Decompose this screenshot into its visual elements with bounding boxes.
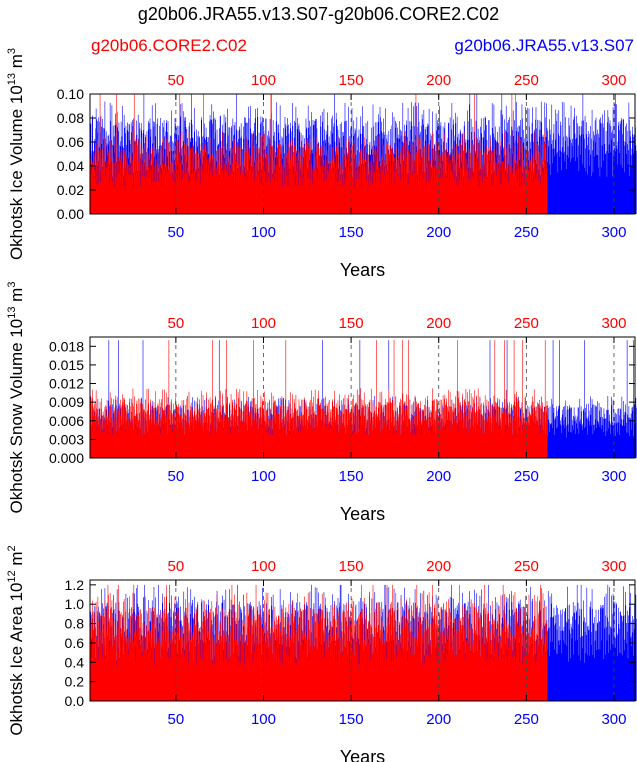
x-tick-label-top: 250 <box>514 72 539 89</box>
x-tick-label-top: 100 <box>251 315 276 332</box>
y-tick-label: 0.0 <box>65 693 85 709</box>
x-tick-label-bottom: 150 <box>339 468 364 485</box>
plot-frame-1 <box>89 93 636 215</box>
y-axis-label-unit-exponent: 3 <box>6 282 18 288</box>
x-tick-label-bottom: 300 <box>601 468 626 485</box>
y-tick-label: 0.06 <box>57 134 84 150</box>
x-tick-label-bottom: 200 <box>426 711 451 728</box>
x-tick-label-top: 250 <box>514 558 539 575</box>
y-axis-label: Okhotsk Ice Volume 1013 m3 <box>6 48 26 260</box>
x-tick-label-bottom: 250 <box>514 224 539 241</box>
y-axis-label-exponent: 12 <box>6 570 18 582</box>
x-tick-label-top: 100 <box>251 72 276 89</box>
x-tick-label-bottom: 50 <box>168 468 185 485</box>
x-tick-label-bottom: 200 <box>426 224 451 241</box>
y-tick-label: 0.10 <box>57 86 84 102</box>
x-tick-label-top: 200 <box>426 315 451 332</box>
x-tick-label-bottom: 200 <box>426 468 451 485</box>
y-axis-label-main: Okhotsk Ice Volume 10 <box>7 85 26 260</box>
x-tick-label-top: 150 <box>339 72 364 89</box>
legend-jra55: g20b06.JRA55.v13.S07 <box>454 36 634 55</box>
x-tick-label-bottom: 250 <box>514 468 539 485</box>
chart-panel-2 <box>89 340 637 458</box>
y-tick-label: 0.04 <box>57 158 84 174</box>
plot-frame-2 <box>89 336 636 459</box>
x-tick-label-bottom: 50 <box>168 224 185 241</box>
x-tick-label-top: 300 <box>601 315 626 332</box>
x-tick-label-bottom: 150 <box>339 224 364 241</box>
y-tick-label: 0.015 <box>49 357 84 373</box>
chart-panel-3 <box>89 584 637 701</box>
y-axis-label-unit-exponent: 2 <box>6 545 18 551</box>
x-tick-label-top: 50 <box>168 72 185 89</box>
x-tick-label-bottom: 150 <box>339 711 364 728</box>
x-tick-label-top: 150 <box>339 315 364 332</box>
y-tick-label: 0.6 <box>65 635 85 651</box>
y-tick-label: 0.4 <box>65 654 85 670</box>
x-tick-label-top: 300 <box>601 72 626 89</box>
x-tick-label-top: 250 <box>514 315 539 332</box>
x-tick-label-top: 50 <box>168 315 185 332</box>
y-tick-label: 0.08 <box>57 110 84 126</box>
x-tick-label-top: 300 <box>601 558 626 575</box>
y-tick-label: 0.02 <box>57 182 84 198</box>
y-axis-label-exponent: 13 <box>6 73 18 85</box>
y-axis-label-main: Okhotsk Snow Volume 10 <box>7 319 26 514</box>
y-tick-label: 0.00 <box>57 206 84 222</box>
figure-title: g20b06.JRA55.v13.S07-g20b06.CORE2.C02 <box>137 4 500 24</box>
x-tick-label-top: 50 <box>168 558 185 575</box>
y-axis-label-unit: m <box>7 288 26 307</box>
x-tick-label-top: 200 <box>426 72 451 89</box>
y-tick-label: 0.009 <box>49 394 84 410</box>
x-tick-label-bottom: 50 <box>168 711 185 728</box>
x-tick-label-bottom: 100 <box>251 468 276 485</box>
x-tick-label-bottom: 100 <box>251 224 276 241</box>
chart-panel-1 <box>89 94 637 214</box>
y-tick-label: 0.8 <box>65 616 85 632</box>
x-axis-label: Years <box>340 747 385 762</box>
y-tick-label: 0.006 <box>49 413 84 429</box>
y-axis-label: Okhotsk Ice Area 1012 m2 <box>6 545 26 735</box>
y-axis-label: Okhotsk Snow Volume 1013 m3 <box>6 282 26 514</box>
x-tick-label-bottom: 100 <box>251 711 276 728</box>
x-axis-label: Years <box>340 260 385 280</box>
y-tick-label: 1.2 <box>65 577 85 593</box>
y-tick-label: 0.012 <box>49 376 84 392</box>
y-axis-label-unit: m <box>7 551 26 570</box>
x-tick-label-bottom: 300 <box>601 224 626 241</box>
y-tick-label: 0.018 <box>49 338 84 354</box>
x-tick-label-bottom: 250 <box>514 711 539 728</box>
y-tick-label: 1.0 <box>65 596 85 612</box>
x-tick-label-bottom: 300 <box>601 711 626 728</box>
x-tick-label-top: 100 <box>251 558 276 575</box>
x-tick-label-top: 200 <box>426 558 451 575</box>
x-tick-label-top: 150 <box>339 558 364 575</box>
legend-core2: g20b06.CORE2.C02 <box>91 36 247 55</box>
series-core2-bars <box>89 340 548 458</box>
y-axis-label-unit-exponent: 3 <box>6 48 18 54</box>
y-tick-label: 0.000 <box>49 450 84 466</box>
y-tick-label: 0.2 <box>65 674 85 690</box>
x-axis-label: Years <box>340 504 385 524</box>
y-axis-label-unit: m <box>7 54 26 73</box>
plot-frame-3 <box>89 579 636 702</box>
y-axis-label-exponent: 13 <box>6 307 18 319</box>
y-tick-label: 0.003 <box>49 431 84 447</box>
y-axis-label-main: Okhotsk Ice Area 10 <box>7 583 26 736</box>
